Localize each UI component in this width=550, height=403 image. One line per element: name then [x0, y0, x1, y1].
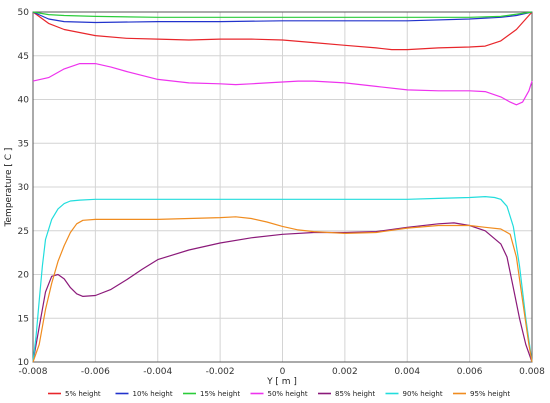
x-tick-label: -0.002 [206, 367, 235, 377]
y-tick-labels: 10 15 20 25 30 35 40 45 50 [18, 8, 30, 368]
x-tick-label: 0.004 [394, 367, 420, 377]
legend-label: 10% height [133, 390, 173, 398]
y-tick-label: 25 [18, 227, 29, 237]
legend-label: 90% height [403, 390, 443, 398]
y-tick-label: 35 [18, 139, 29, 149]
x-tick-label: 0 [280, 367, 286, 377]
plot-frame [32, 11, 533, 363]
series-line-4 [32, 62, 533, 106]
legend-label: 15% height [200, 390, 240, 398]
x-tick-labels: -0.008 -0.006 -0.004 -0.002 0 0.002 0.004 0.006… [18, 367, 545, 377]
x-tick-label: -0.008 [18, 367, 47, 377]
x-tick-label: 0.002 [332, 367, 358, 377]
y-tick-label: 30 [18, 183, 30, 193]
legend: 5% height 10% height 15% height 50% height 8… [48, 390, 510, 398]
x-tick-label: 0.006 [457, 367, 483, 377]
y-tick-label: 40 [18, 96, 30, 106]
series-lines [32, 11, 533, 363]
x-tick-label: -0.006 [81, 367, 110, 377]
y-tick-label: 10 [18, 358, 30, 368]
series-line-6 [32, 196, 533, 363]
y-axis-label: Temperature [ C ] [4, 148, 14, 228]
series-line-1 [32, 11, 533, 51]
y-tick-label: 20 [18, 271, 30, 281]
x-axis-label: Y [ m ] [266, 377, 297, 387]
x-tick-label: 0.008 [519, 367, 545, 377]
legend-label: 50% height [268, 390, 308, 398]
y-tick-label: 50 [18, 8, 30, 18]
series-line-2 [32, 11, 533, 24]
x-tick-label: -0.004 [143, 367, 172, 377]
grid [33, 12, 532, 362]
legend-label: 5% height [65, 390, 101, 398]
y-tick-label: 15 [18, 314, 29, 324]
legend-label: 85% height [335, 390, 375, 398]
series-line-3 [32, 11, 533, 18]
legend-label: 95% height [470, 390, 510, 398]
y-tick-label: 45 [18, 52, 29, 62]
series-line-5 [32, 222, 533, 363]
series-line-7 [32, 216, 533, 363]
